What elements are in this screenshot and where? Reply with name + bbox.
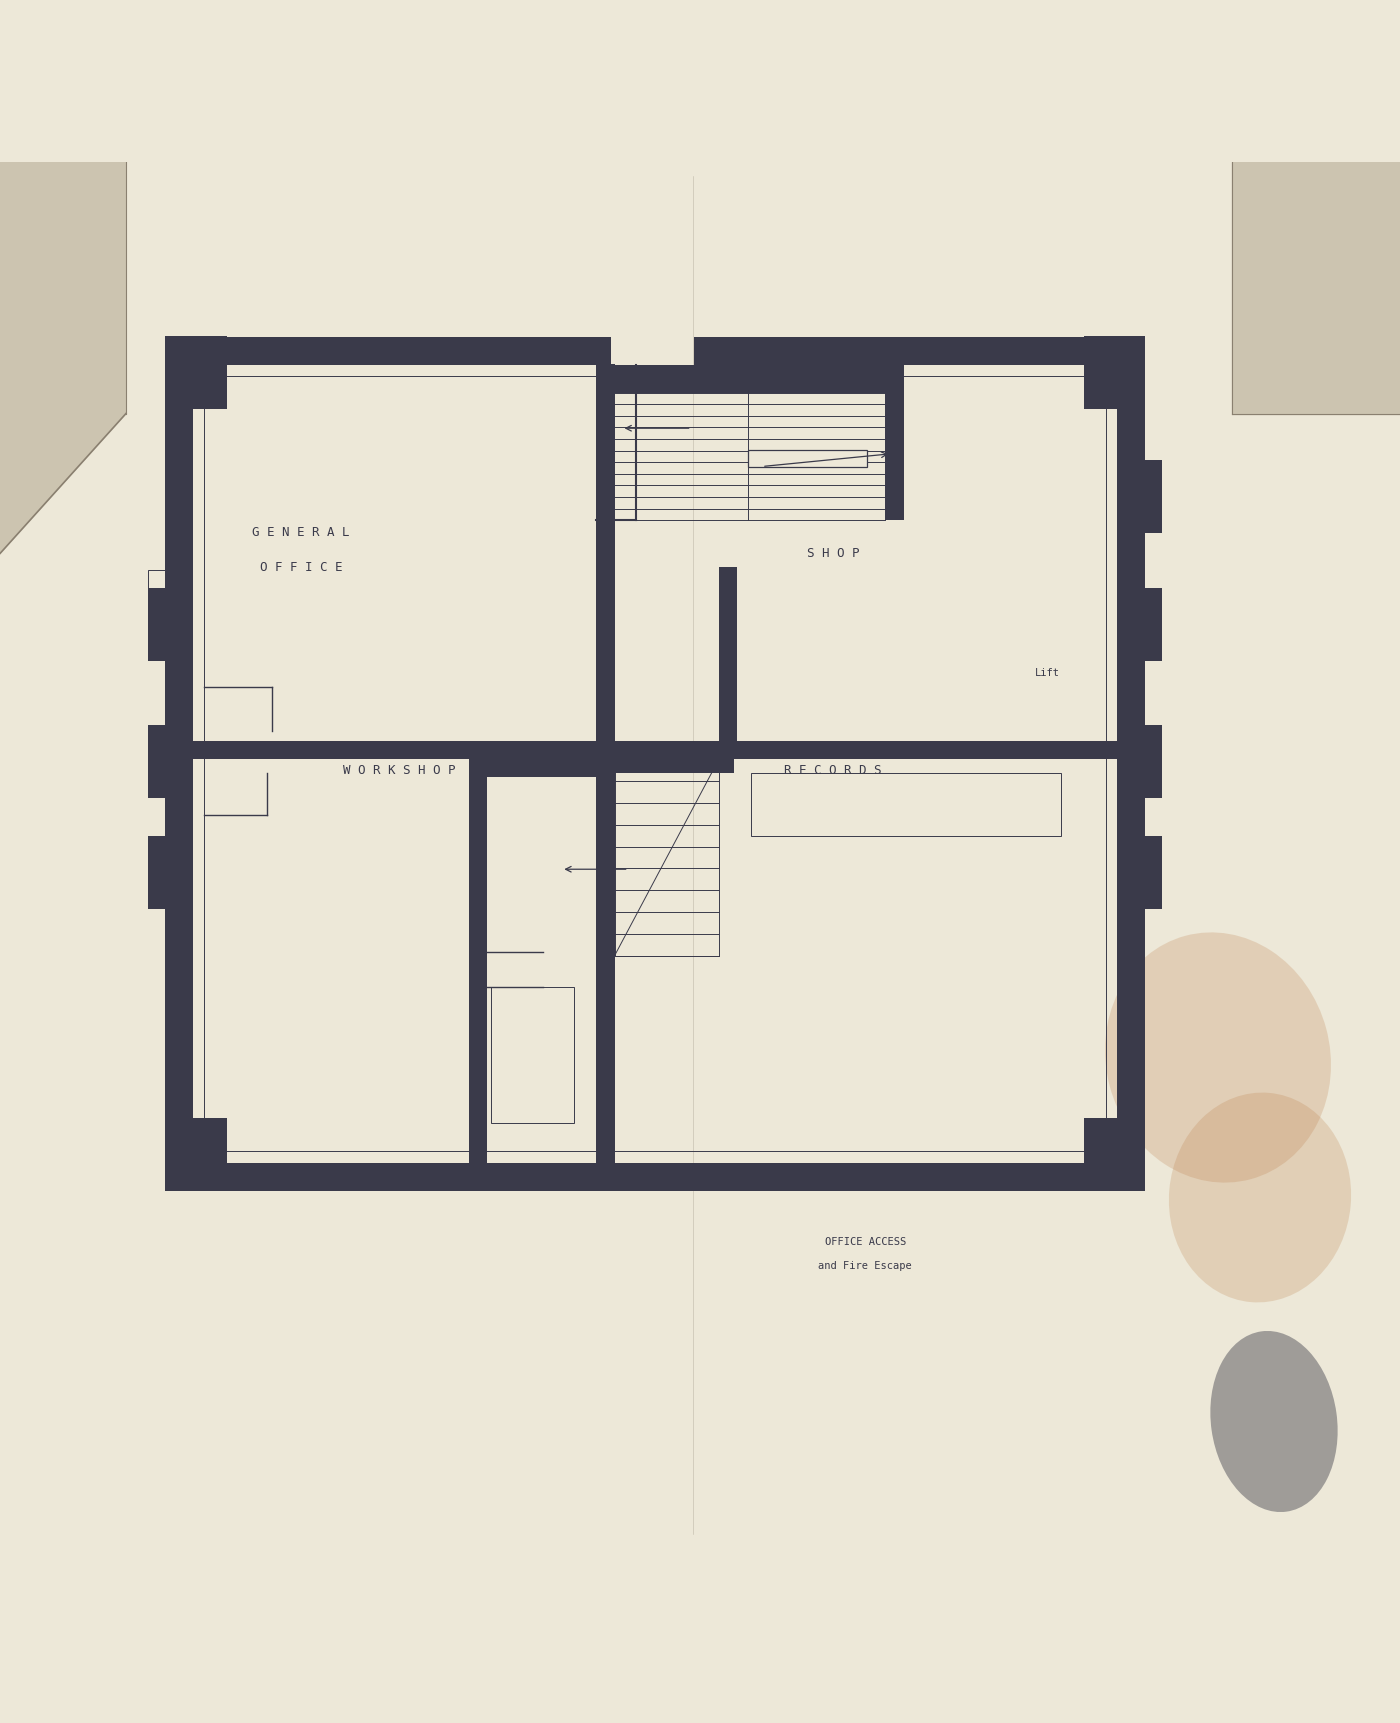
- Bar: [596, 365, 615, 1163]
- Bar: [148, 836, 193, 908]
- Text: W O R K S H O P: W O R K S H O P: [343, 763, 455, 777]
- Bar: [720, 741, 1117, 760]
- Text: Lift: Lift: [1035, 667, 1060, 677]
- Bar: [469, 760, 487, 1163]
- Bar: [491, 987, 574, 1123]
- Text: O F F I C E: O F F I C E: [260, 562, 342, 574]
- Bar: [1084, 1118, 1145, 1191]
- Bar: [596, 365, 615, 520]
- Bar: [1117, 681, 1142, 725]
- Bar: [165, 336, 193, 1191]
- Bar: [148, 725, 193, 798]
- Bar: [1117, 460, 1162, 532]
- Ellipse shape: [1105, 932, 1331, 1182]
- Bar: [596, 365, 904, 393]
- Bar: [720, 567, 736, 760]
- Bar: [147, 570, 165, 613]
- Bar: [1117, 877, 1142, 922]
- Ellipse shape: [1211, 1330, 1337, 1513]
- Bar: [165, 1118, 227, 1191]
- Text: and Fire Escape: and Fire Escape: [819, 1261, 911, 1272]
- Bar: [193, 741, 596, 760]
- Text: G E N E R A L: G E N E R A L: [252, 526, 350, 539]
- Polygon shape: [1232, 162, 1400, 414]
- Bar: [615, 760, 720, 956]
- Bar: [1117, 570, 1142, 613]
- Bar: [165, 336, 227, 410]
- Polygon shape: [0, 162, 126, 553]
- Bar: [885, 365, 904, 520]
- Bar: [694, 336, 1145, 365]
- Text: R E C O R D S: R E C O R D S: [784, 763, 882, 777]
- Bar: [1117, 463, 1142, 507]
- Bar: [748, 450, 867, 467]
- Bar: [1117, 725, 1162, 798]
- Bar: [165, 336, 610, 365]
- Bar: [1084, 336, 1145, 410]
- Text: S H O P: S H O P: [806, 546, 860, 560]
- Bar: [1117, 336, 1145, 1191]
- Bar: [1117, 836, 1162, 908]
- Ellipse shape: [1169, 1092, 1351, 1303]
- Bar: [469, 760, 596, 777]
- Bar: [1117, 796, 1142, 841]
- Bar: [1117, 588, 1162, 662]
- Bar: [596, 741, 734, 774]
- Bar: [750, 774, 1061, 836]
- Bar: [148, 588, 193, 662]
- Text: OFFICE ACCESS: OFFICE ACCESS: [825, 1237, 906, 1247]
- Bar: [165, 1163, 1145, 1191]
